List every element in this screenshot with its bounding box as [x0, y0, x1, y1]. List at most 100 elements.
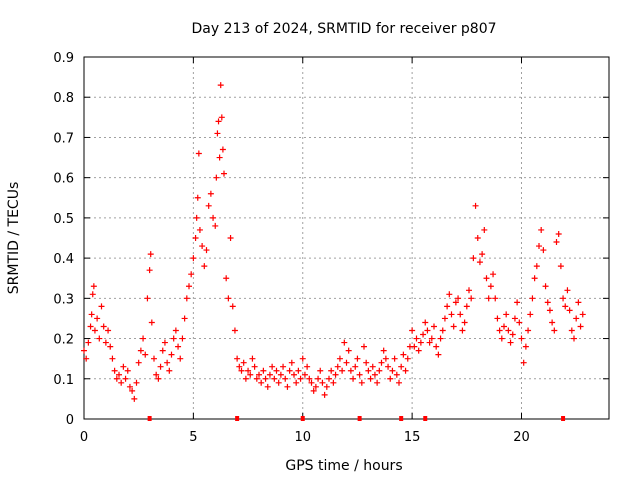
data-point — [203, 247, 210, 254]
data-point — [317, 367, 324, 374]
data-point — [215, 118, 222, 125]
data-point — [214, 130, 221, 137]
data-point — [435, 351, 442, 358]
data-point — [389, 367, 396, 374]
y-tick-label: 0.2 — [53, 333, 74, 348]
data-point — [551, 327, 558, 334]
data-point — [96, 335, 103, 342]
data-point — [371, 371, 378, 378]
data-point — [485, 295, 492, 302]
data-point — [380, 347, 387, 354]
data-point — [391, 355, 398, 362]
data-point — [247, 371, 254, 378]
data-point — [304, 363, 311, 370]
data-point — [124, 367, 131, 374]
data-point — [205, 202, 212, 209]
data-point — [212, 222, 219, 229]
data-point — [155, 375, 162, 382]
data-point — [273, 367, 280, 374]
x-axis-label: GPS time / hours — [285, 458, 402, 474]
y-tick-label: 0.7 — [53, 131, 74, 146]
data-point — [120, 363, 127, 370]
data-point — [378, 359, 385, 366]
data-point — [472, 202, 479, 209]
data-point — [393, 371, 400, 378]
data-point — [347, 367, 354, 374]
x-tick-label: 0 — [80, 430, 88, 445]
data-point — [575, 299, 582, 306]
x-tick-label: 15 — [404, 430, 421, 445]
data-point — [560, 295, 567, 302]
data-point — [251, 363, 258, 370]
data-point — [459, 327, 466, 334]
data-point — [336, 355, 343, 362]
data-point — [358, 379, 365, 386]
data-point — [374, 379, 381, 386]
data-point — [147, 251, 154, 258]
data-point — [339, 367, 346, 374]
data-point — [396, 379, 402, 386]
data-point — [260, 367, 267, 374]
data-point — [85, 339, 92, 346]
axis-marker — [423, 416, 428, 421]
data-point — [177, 355, 184, 362]
data-point — [546, 307, 553, 314]
data-point — [146, 267, 153, 274]
data-point — [100, 323, 107, 330]
data-point — [577, 323, 584, 330]
data-point — [256, 371, 262, 378]
data-point — [218, 114, 225, 121]
data-series — [81, 82, 586, 402]
data-point — [571, 335, 577, 342]
data-point — [328, 367, 335, 374]
data-point — [481, 226, 488, 233]
data-point — [310, 387, 317, 394]
x-tick-label: 10 — [294, 430, 311, 445]
data-point — [107, 343, 114, 350]
data-point — [284, 383, 291, 390]
data-point — [116, 371, 122, 378]
data-point — [240, 359, 247, 366]
data-point — [474, 235, 481, 241]
data-point — [231, 327, 238, 334]
data-point — [350, 375, 357, 382]
data-point — [361, 343, 367, 350]
axis-marker — [561, 416, 566, 421]
data-point — [266, 371, 273, 378]
data-point — [439, 327, 446, 334]
data-point — [225, 295, 232, 302]
y-axis-label: SRMTID / TECUs — [6, 182, 22, 295]
data-point — [236, 363, 243, 370]
y-tick-label: 0.3 — [53, 292, 74, 307]
data-point — [566, 307, 573, 314]
data-point — [520, 359, 527, 366]
data-point — [102, 339, 109, 346]
data-point — [88, 311, 95, 318]
data-point — [219, 146, 226, 153]
data-point — [345, 347, 352, 354]
data-point — [496, 327, 503, 334]
data-point — [536, 243, 542, 250]
data-point — [531, 275, 538, 282]
chart-title: Day 213 of 2024, SRMTID for receiver p80… — [191, 21, 496, 37]
data-point — [129, 387, 136, 394]
data-point — [83, 355, 90, 362]
y-tick-label: 0.8 — [53, 91, 74, 106]
data-point — [354, 355, 361, 362]
data-point — [286, 367, 293, 374]
axis-marker — [147, 416, 152, 421]
data-point — [404, 355, 411, 362]
data-point — [186, 283, 192, 290]
data-point — [157, 363, 164, 370]
data-point — [258, 379, 265, 386]
axis-marker — [300, 416, 305, 421]
data-point — [262, 375, 269, 382]
data-point — [422, 319, 429, 326]
data-point — [455, 295, 462, 302]
y-tick-label: 0 — [66, 413, 74, 428]
data-point — [369, 363, 376, 370]
data-point — [343, 359, 350, 366]
data-point — [365, 367, 372, 374]
data-point — [525, 327, 532, 334]
data-point — [503, 311, 510, 318]
